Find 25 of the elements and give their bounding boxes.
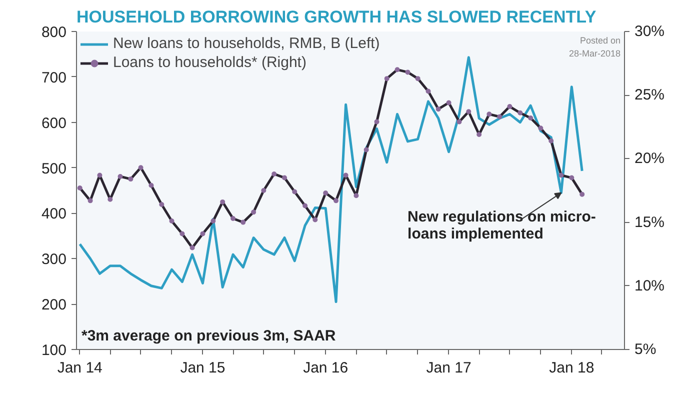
x-tick-label: Jan 18: [549, 360, 594, 376]
y2-tick-label: 20%: [634, 150, 665, 168]
legend-label: New loans to households, RMB, B (Left): [113, 35, 380, 52]
y-tick-label: 800: [41, 24, 67, 41]
x-tick-label: Jan 15: [180, 360, 226, 376]
y-tick-label: 700: [41, 69, 67, 86]
y2-tick-label: 15%: [634, 214, 665, 231]
annotation: *3m average on previous 3m, SAAR: [82, 328, 336, 344]
annotation: Posted on 28-Mar-2018: [568, 36, 621, 58]
y-tick-label: 400: [41, 206, 67, 223]
x-tick-label: Jan 16: [303, 360, 348, 376]
x-tick-label: Jan 14: [57, 360, 102, 376]
y-tick-label: 500: [41, 160, 67, 178]
y-tick-label: 100: [41, 342, 67, 359]
annotation: New regulations on micro- loans implemented: [408, 208, 596, 243]
chart-title: HOUSEHOLD BORROWING GROWTH HAS SLOWED RECENTLY: [76, 8, 597, 26]
legend-label: Loans to households* (Right): [113, 54, 306, 71]
y2-tick-label: 5%: [634, 341, 656, 358]
y2-tick-label: 25%: [634, 86, 665, 104]
y-tick-label: 600: [41, 114, 67, 132]
y-tick-label: 200: [41, 296, 67, 314]
y-tick-label: 300: [41, 251, 67, 268]
x-tick-label: Jan 17: [426, 360, 472, 376]
y2-tick-label: 10%: [634, 277, 665, 294]
y2-tick-label: 30%: [634, 23, 665, 40]
